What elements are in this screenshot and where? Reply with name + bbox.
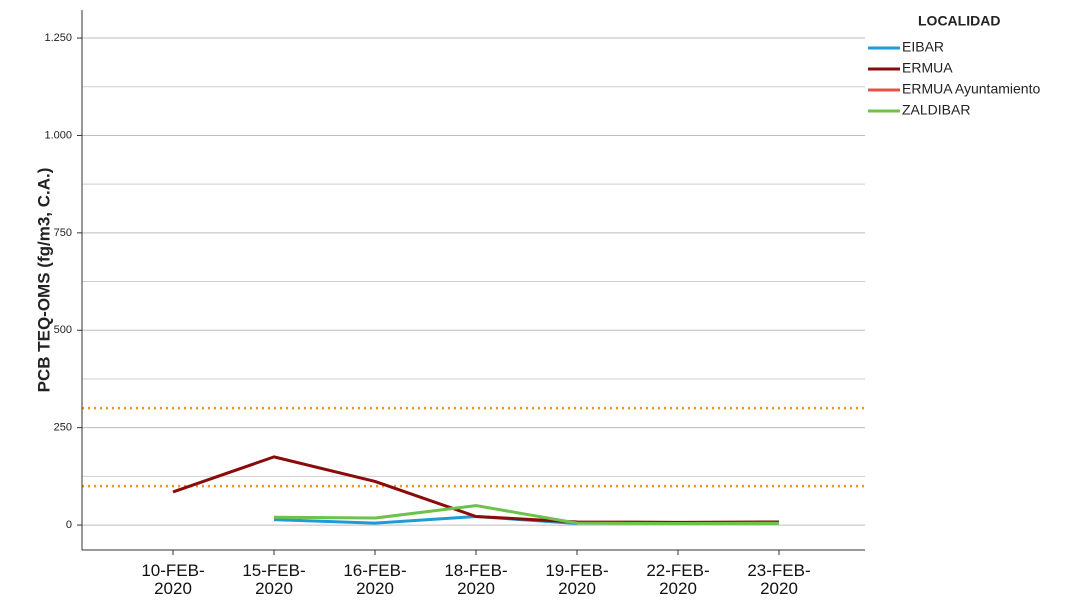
- y-tick-label: 750: [54, 227, 72, 239]
- x-tick-label: 15-FEB-2020: [242, 561, 306, 598]
- y-axis-label: PCB TEQ-OMS (fg/m3, C.A.): [34, 168, 53, 393]
- legend-label: ZALDIBAR: [902, 102, 970, 118]
- x-tick-label: 19-FEB-2020: [545, 561, 609, 598]
- y-tick-label: 0: [66, 519, 72, 531]
- legend-label: ERMUA: [902, 60, 953, 76]
- x-tick-label: 22-FEB-2020: [646, 561, 710, 598]
- y-tick-label: 250: [54, 422, 72, 434]
- legend-label: EIBAR: [902, 39, 944, 55]
- series-line: [273, 504, 779, 526]
- x-tick-label: 10-FEB-2020: [141, 561, 205, 598]
- x-tick-label: 18-FEB-2020: [444, 561, 508, 598]
- x-tick-label: 16-FEB-2020: [343, 561, 407, 598]
- legend-label: ERMUA Ayuntamiento: [902, 81, 1040, 97]
- series-line: [172, 455, 780, 524]
- y-tick-label: 1.250: [44, 32, 72, 44]
- y-tick-label: 1.000: [44, 129, 72, 141]
- y-tick-label: 500: [54, 324, 72, 336]
- legend-title: LOCALIDAD: [918, 13, 1000, 29]
- x-tick-label: 23-FEB-2020: [747, 561, 811, 598]
